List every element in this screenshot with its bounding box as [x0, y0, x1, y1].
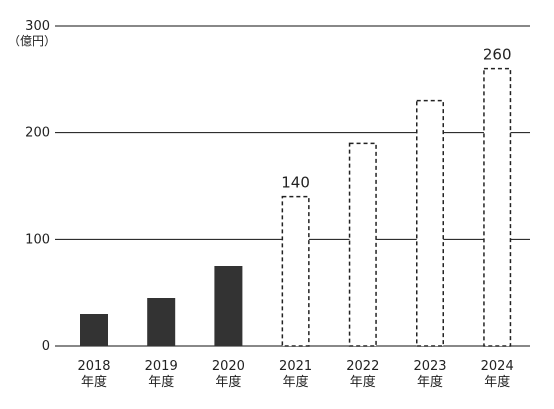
x-tick-year: 2018 — [77, 359, 110, 374]
x-tick-year: 2019 — [145, 359, 178, 374]
y-tick-label: 200 — [25, 126, 50, 141]
x-axis-labels: 2018年度2019年度2020年度2021年度2022年度2023年度2024… — [77, 359, 513, 390]
x-tick-suffix: 年度 — [350, 374, 376, 390]
y-axis-unit: （億円） — [8, 34, 56, 48]
x-tick-suffix: 年度 — [417, 374, 443, 390]
bar-forecast-2022 — [348, 142, 377, 347]
bar-actual-2020 — [214, 266, 243, 346]
data-labels: 140 260 — [281, 46, 511, 192]
x-tick-year: 2024 — [481, 359, 514, 374]
bars — [80, 67, 512, 347]
x-tick-suffix: 年度 — [484, 374, 510, 390]
x-tick-year: 2020 — [212, 359, 245, 374]
x-tick-suffix: 年度 — [81, 374, 107, 390]
bar-forecast-2021 — [281, 195, 310, 347]
x-tick-suffix: 年度 — [283, 374, 309, 390]
x-tick-suffix: 年度 — [215, 374, 241, 390]
bar-actual-2018 — [80, 314, 108, 346]
y-axis-ticks: 0 100 200 300 — [25, 19, 50, 354]
bar-actual-2019 — [147, 298, 176, 346]
x-tick-year: 2021 — [279, 359, 312, 374]
bar-forecast-2023 — [416, 99, 444, 347]
y-tick-label: 300 — [25, 19, 50, 34]
data-label: 140 — [281, 174, 310, 192]
x-tick-suffix: 年度 — [148, 374, 174, 390]
data-label: 260 — [483, 46, 512, 64]
y-tick-label: 0 — [42, 339, 50, 354]
bar-forecast-2024 — [483, 67, 512, 347]
y-tick-label: 100 — [25, 232, 50, 247]
x-tick-year: 2022 — [346, 359, 379, 374]
x-tick-year: 2023 — [413, 359, 446, 374]
